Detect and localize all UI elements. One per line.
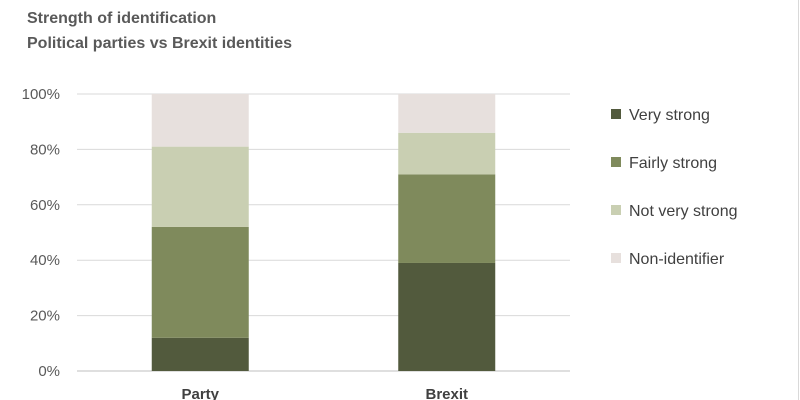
bar-segment-very-strong xyxy=(151,337,249,371)
y-tick-label: 40% xyxy=(30,252,60,269)
y-tick-label: 100% xyxy=(22,86,60,103)
legend-swatch xyxy=(611,157,621,167)
y-tick-label: 80% xyxy=(30,141,60,158)
bar-segment-fairly-strong xyxy=(151,226,249,338)
bar-segment-non-identifier xyxy=(151,94,249,147)
legend-label: Non-identifier xyxy=(629,251,725,268)
legend-label: Very strong xyxy=(629,107,710,124)
legend-label: Fairly strong xyxy=(629,155,717,172)
y-tick-label: 20% xyxy=(30,308,60,325)
chart-subtitle: Political parties vs Brexit identities xyxy=(27,35,292,52)
chart-title: Strength of identification xyxy=(27,10,217,27)
bar-segment-not-very-strong xyxy=(151,146,249,227)
chart-title-block: Strength of identification Political par… xyxy=(27,6,292,56)
bar-segment-fairly-strong xyxy=(398,174,496,263)
category-label: Brexit xyxy=(425,386,468,400)
category-label: Party xyxy=(181,386,219,400)
y-tick-label: 60% xyxy=(30,197,60,214)
legend-swatch xyxy=(611,109,621,119)
bar-segment-non-identifier xyxy=(398,94,496,133)
legend-swatch xyxy=(611,253,621,263)
bar-segment-very-strong xyxy=(398,262,496,371)
legend-swatch xyxy=(611,205,621,215)
y-tick-label: 0% xyxy=(38,363,60,380)
bar-segment-not-very-strong xyxy=(398,132,496,175)
legend-label: Not very strong xyxy=(629,203,737,220)
